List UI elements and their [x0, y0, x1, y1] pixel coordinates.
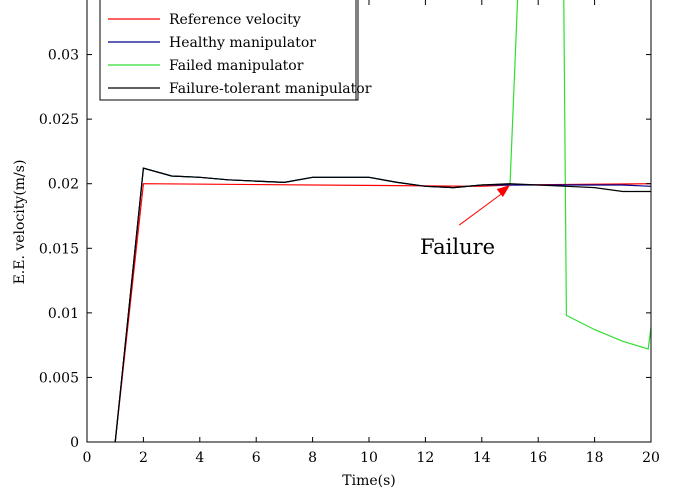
- legend-label: Reference velocity: [169, 12, 301, 28]
- legend-box: [99, 0, 359, 101]
- x-tick-label: 10: [360, 450, 378, 466]
- x-tick-label: 0: [83, 450, 92, 466]
- y-axis-label: E.E. velocity(m/s): [12, 160, 28, 285]
- x-tick-label: 18: [586, 450, 604, 466]
- annotation-arrow-line: [458, 191, 505, 226]
- x-tick-label: 2: [139, 450, 148, 466]
- x-tick-label: 20: [642, 450, 660, 466]
- x-tick-label: 16: [529, 450, 547, 466]
- legend-label: Failed manipulator: [169, 58, 304, 74]
- x-axis-label: Time(s): [342, 473, 395, 489]
- annotation-layer: Failure: [420, 185, 510, 259]
- legend-label: Healthy manipulator: [169, 35, 316, 51]
- x-tick-label: 8: [308, 450, 317, 466]
- y-tick-label: 0.025: [39, 112, 79, 128]
- y-tick-label: 0: [70, 435, 79, 451]
- legend-label: Failure-tolerant manipulator: [169, 81, 372, 97]
- y-tick-label: 0.01: [48, 306, 79, 322]
- ticks-layer: 0 2 4 6 8 10 12 14 16 18 20 0 0.005 0.01 0.015 0.02 0.02…: [39, 0, 660, 466]
- y-tick-label: 0.03: [48, 48, 79, 64]
- x-tick-label: 12: [416, 450, 434, 466]
- x-tick-label: 14: [473, 450, 491, 466]
- legend: Reference velocity Healthy manipulator Fai…: [99, 0, 372, 101]
- x-tick-label: 6: [252, 450, 261, 466]
- y-tick-label: 0.02: [48, 177, 79, 193]
- annotation-text: Failure: [420, 235, 495, 259]
- x-tick-label: 4: [195, 450, 204, 466]
- series-layer: [114, 0, 651, 442]
- annotation-arrow-head: [496, 185, 510, 197]
- series-line-1: [114, 183, 651, 442]
- series-line-2: [114, 167, 651, 442]
- series-line-4: [114, 167, 651, 442]
- y-tick-label: 0.005: [39, 370, 79, 386]
- y-tick-label: 0.015: [39, 241, 79, 257]
